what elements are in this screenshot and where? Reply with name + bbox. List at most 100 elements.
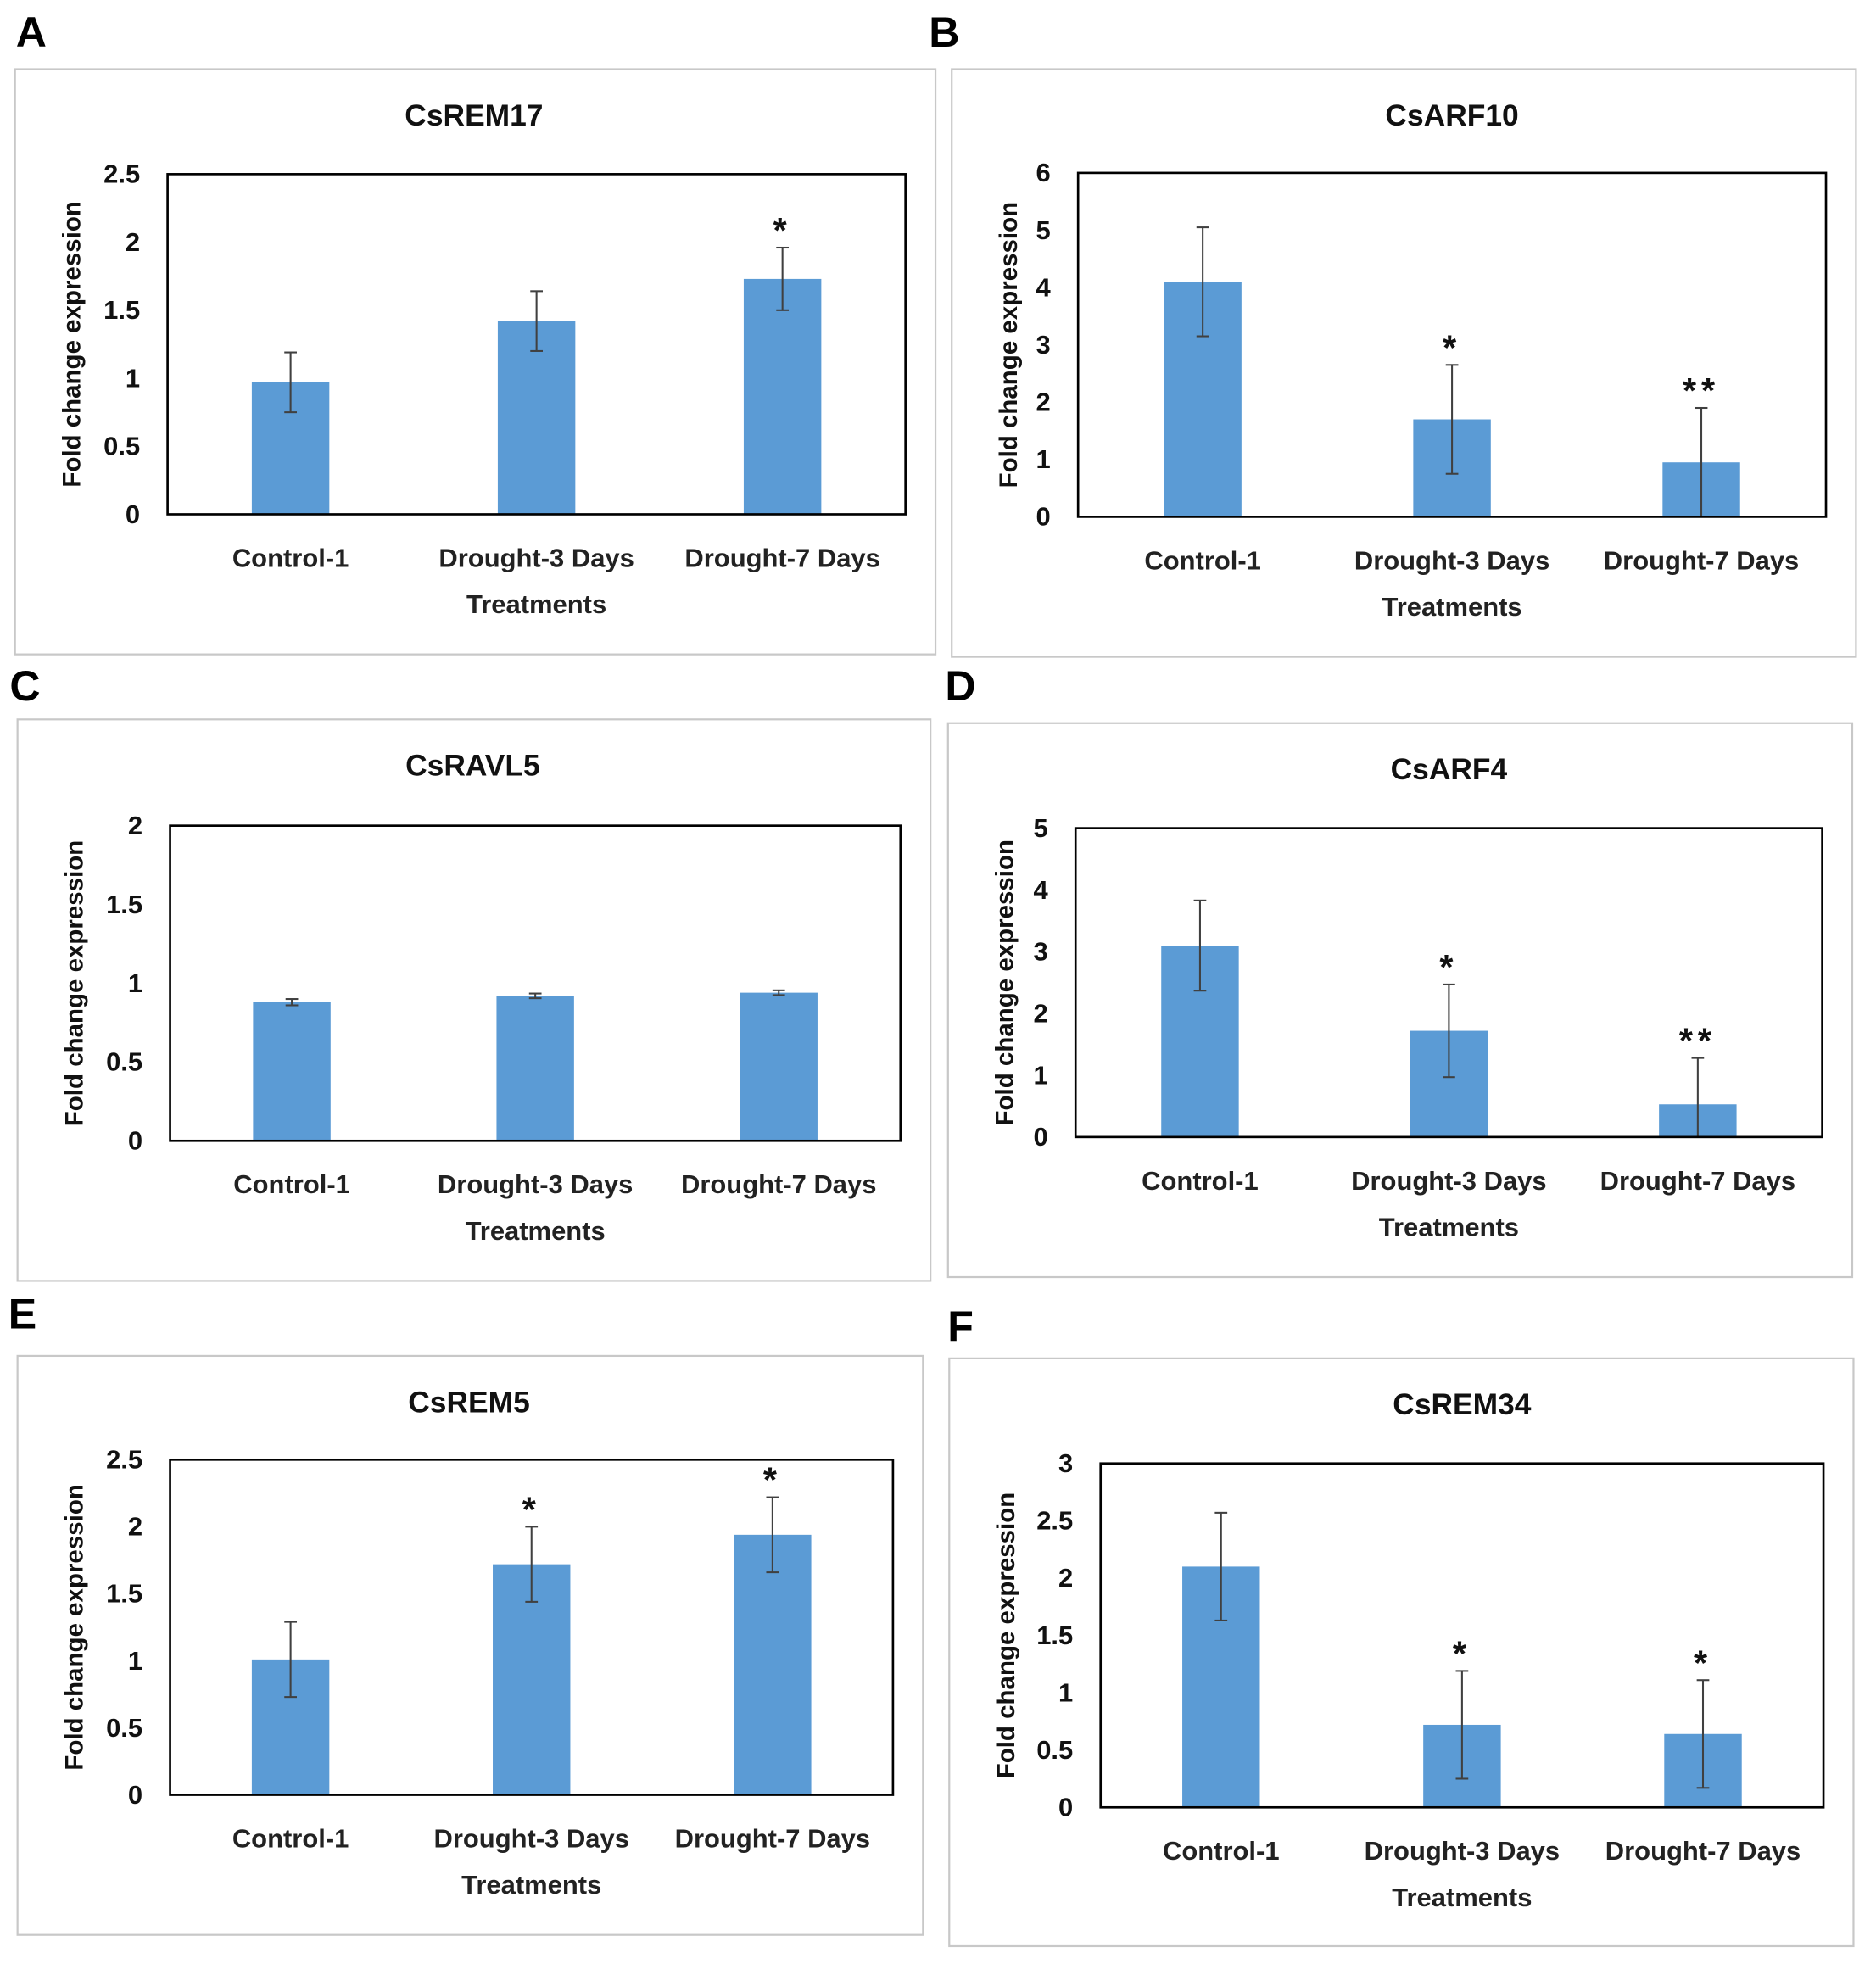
x-tick-label: Drought-3 Days xyxy=(1365,1836,1560,1866)
y-tick-label: 4 xyxy=(1034,875,1049,905)
y-tick-label: 6 xyxy=(1036,158,1051,187)
x-axis-label: Treatments xyxy=(466,589,606,619)
y-tick-label: 0 xyxy=(1036,502,1051,532)
chart-title: CsREM17 xyxy=(405,99,543,132)
y-tick-label: 2.5 xyxy=(103,159,140,189)
y-tick-label: 2 xyxy=(1058,1563,1073,1593)
x-tick-label: Control-1 xyxy=(233,1169,350,1199)
y-tick-label: 2 xyxy=(128,1512,142,1542)
y-axis-label: Fold change expression xyxy=(995,202,1023,488)
y-tick-label: 1 xyxy=(128,1646,142,1676)
y-tick-label: 2 xyxy=(1036,388,1051,417)
x-tick-label: Control-1 xyxy=(1163,1836,1280,1866)
y-tick-label: 1.5 xyxy=(106,890,142,919)
x-tick-label: Drought-7 Days xyxy=(681,1169,876,1199)
y-tick-label: 1.5 xyxy=(103,295,140,325)
significance-marker: ** xyxy=(1683,371,1720,410)
y-tick-label: 3 xyxy=(1058,1448,1073,1478)
x-axis-label: Treatments xyxy=(461,1870,601,1900)
y-tick-label: 3 xyxy=(1034,937,1048,967)
significance-marker: * xyxy=(1694,1643,1712,1682)
plot-area xyxy=(1074,827,1823,1139)
y-tick-label: 2.5 xyxy=(106,1445,142,1475)
panel-b: B CsARF10 0 1 2 3 4 5 6 Fold change expression Con… xyxy=(929,8,1857,658)
bar-3 xyxy=(740,992,818,1141)
y-tick-label: 5 xyxy=(1034,813,1048,843)
y-axis-label: Fold change expression xyxy=(58,201,86,488)
y-tick-label: 0 xyxy=(1058,1793,1073,1822)
panel-d: D CsARF4 0 1 2 3 4 5 Fold change expression Contr… xyxy=(945,662,1854,1279)
plot-area xyxy=(1099,1462,1825,1809)
x-tick-label: Drought-3 Days xyxy=(438,543,634,572)
x-axis-label: Treatments xyxy=(466,1216,606,1246)
y-tick-label: 2.5 xyxy=(1036,1506,1073,1536)
y-axis-label: Fold change expression xyxy=(992,1493,1020,1779)
y-tick-label: 0.5 xyxy=(103,432,140,461)
y-axis-label: Fold change expression xyxy=(60,840,88,1127)
y-tick-label: 2 xyxy=(126,227,140,257)
y-tick-label: 1 xyxy=(128,968,142,998)
panel-letter: E xyxy=(8,1290,36,1337)
bar-2 xyxy=(497,321,576,515)
bar-3 xyxy=(743,278,822,515)
x-tick-label: Drought-3 Days xyxy=(1351,1166,1546,1196)
x-tick-label: Drought-7 Days xyxy=(1605,1836,1801,1866)
y-tick-label: 2 xyxy=(1034,998,1048,1028)
x-tick-label: Control-1 xyxy=(1144,545,1261,575)
significance-marker: * xyxy=(1439,948,1458,987)
plot-area xyxy=(169,1458,895,1796)
panel-letter: B xyxy=(929,8,959,56)
chart-title: CsRAVL5 xyxy=(405,750,540,783)
y-tick-label: 1 xyxy=(1034,1060,1048,1090)
chart-frame xyxy=(951,68,1857,658)
panel-letter: D xyxy=(945,662,975,710)
x-tick-label: Control-1 xyxy=(1142,1166,1259,1196)
y-axis-label: Fold change expression xyxy=(60,1484,88,1771)
chart-frame xyxy=(946,722,1854,1279)
chart-title: CsREM5 xyxy=(408,1386,530,1419)
y-axis-label: Fold change expression xyxy=(991,840,1019,1126)
x-tick-label: Drought-3 Days xyxy=(438,1169,633,1199)
y-tick-label: 0 xyxy=(128,1126,142,1156)
y-tick-label: 2 xyxy=(128,811,142,840)
x-tick-label: Drought-7 Days xyxy=(684,543,879,572)
y-tick-label: 0 xyxy=(1034,1122,1048,1152)
y-tick-label: 4 xyxy=(1036,272,1052,302)
y-tick-label: 1 xyxy=(126,363,140,393)
panel-c: C CsRAVL5 0 0.5 1 1.5 2 Fold change expression C… xyxy=(9,662,932,1282)
x-axis-label: Treatments xyxy=(1392,1883,1532,1912)
significance-marker: * xyxy=(763,1461,782,1500)
bar-3 xyxy=(734,1534,812,1795)
x-tick-label: Control-1 xyxy=(232,543,349,572)
y-tick-label: 1 xyxy=(1036,444,1051,474)
panel-letter: C xyxy=(9,662,40,710)
x-axis-label: Treatments xyxy=(1382,592,1522,622)
x-axis-label: Treatments xyxy=(1379,1212,1519,1241)
significance-marker: * xyxy=(1443,328,1461,367)
bar-1 xyxy=(253,1002,331,1141)
bar-2 xyxy=(493,1564,571,1795)
panel-f: F CsREM34 0 0.5 1 1.5 2 2.5 3 Fold change express… xyxy=(947,1303,1855,1948)
panel-a: A CsREM17 0 0.5 1 1.5 2 2.5 Fold change expressi… xyxy=(14,8,937,656)
x-tick-label: Drought-7 Days xyxy=(1600,1166,1795,1196)
bar-2 xyxy=(496,996,574,1141)
plot-area xyxy=(169,824,902,1142)
y-tick-label: 1.5 xyxy=(106,1579,142,1609)
y-tick-label: 0.5 xyxy=(106,1047,142,1077)
x-tick-label: Drought-3 Days xyxy=(1354,545,1549,575)
y-tick-label: 1.5 xyxy=(1036,1621,1073,1650)
panel-e: E CsREM5 0 0.5 1 1.5 2 2.5 Fold change expressio… xyxy=(8,1290,924,1936)
y-tick-label: 5 xyxy=(1036,215,1051,245)
chart-title: CsARF10 xyxy=(1385,99,1518,132)
significance-marker: * xyxy=(1453,1635,1471,1674)
significance-marker: * xyxy=(522,1490,541,1529)
plot-area xyxy=(1076,171,1828,518)
y-tick-label: 3 xyxy=(1036,330,1051,360)
panel-letter: F xyxy=(947,1303,974,1350)
plot-area xyxy=(166,173,907,516)
chart-title: CsARF4 xyxy=(1391,753,1508,786)
panel-letter: A xyxy=(16,8,47,56)
y-tick-label: 0 xyxy=(126,499,140,529)
y-tick-label: 0 xyxy=(128,1780,142,1810)
